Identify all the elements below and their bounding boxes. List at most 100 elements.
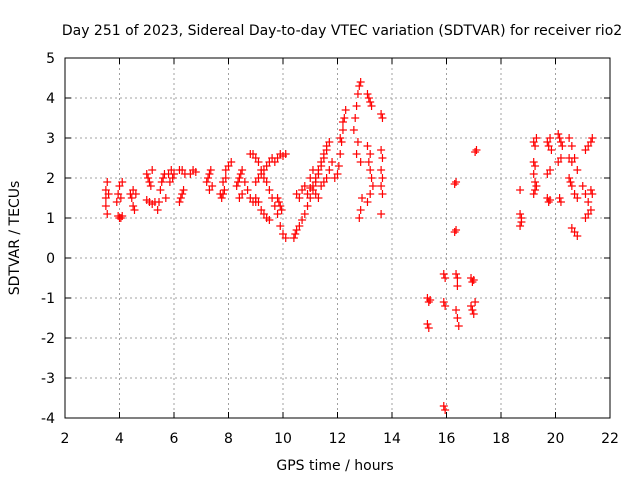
data-point xyxy=(281,234,290,242)
data-point xyxy=(439,270,448,278)
data-point xyxy=(118,212,127,220)
data-point xyxy=(289,234,298,242)
data-point xyxy=(546,134,555,142)
data-point xyxy=(356,158,365,166)
data-point xyxy=(273,194,282,202)
data-point xyxy=(366,166,375,174)
data-point xyxy=(333,170,342,178)
data-point xyxy=(338,126,347,134)
data-point xyxy=(314,194,323,202)
data-point xyxy=(303,202,312,210)
data-point xyxy=(567,182,576,190)
data-point xyxy=(161,194,170,202)
data-point xyxy=(235,174,244,182)
data-point xyxy=(556,198,565,206)
data-point xyxy=(351,114,360,122)
data-point xyxy=(127,194,136,202)
data-point xyxy=(516,210,525,218)
data-point xyxy=(353,138,362,146)
data-point xyxy=(555,194,564,202)
data-point xyxy=(300,182,309,190)
data-point xyxy=(450,180,459,188)
y-tick-label: 3 xyxy=(46,131,55,147)
x-axis-label: GPS time / hours xyxy=(276,458,393,474)
x-tick-labels: 2 4 6 8 10 12 14 16 18 20 22 xyxy=(61,431,619,447)
data-point xyxy=(153,206,162,214)
data-point xyxy=(364,94,373,102)
data-point xyxy=(566,178,575,186)
data-point xyxy=(116,194,125,202)
data-point xyxy=(424,324,433,332)
data-point xyxy=(265,216,274,224)
y-tick-label: -1 xyxy=(41,291,55,307)
data-point xyxy=(366,150,375,158)
data-point xyxy=(368,182,377,190)
data-point xyxy=(531,178,540,186)
data-point xyxy=(276,222,285,230)
data-point xyxy=(144,174,153,182)
data-point xyxy=(319,150,328,158)
x-tick-label: 12 xyxy=(329,431,347,447)
data-point xyxy=(468,306,477,314)
data-point xyxy=(308,182,317,190)
data-point xyxy=(452,306,461,314)
data-point xyxy=(516,186,525,194)
data-point xyxy=(341,106,350,114)
data-point xyxy=(298,216,307,224)
data-point xyxy=(554,130,563,138)
y-tick-label: 1 xyxy=(46,211,55,227)
data-point xyxy=(236,170,245,178)
data-point xyxy=(262,178,271,186)
data-point xyxy=(453,274,462,282)
data-point xyxy=(565,174,574,182)
y-tick-label: 5 xyxy=(46,51,55,67)
x-tick-label: 18 xyxy=(492,431,510,447)
data-point xyxy=(156,186,165,194)
data-point xyxy=(234,178,243,186)
data-point xyxy=(300,210,309,218)
data-point xyxy=(295,222,304,230)
data-point xyxy=(276,202,285,210)
data-point xyxy=(578,182,587,190)
data-point xyxy=(116,214,125,222)
data-point xyxy=(567,142,576,150)
data-point xyxy=(544,198,553,206)
data-point xyxy=(352,102,361,110)
data-point xyxy=(588,190,597,198)
y-tick-label: -2 xyxy=(41,331,55,347)
data-point xyxy=(453,282,462,290)
data-point xyxy=(322,174,331,182)
data-point xyxy=(556,154,565,162)
data-point xyxy=(238,166,247,174)
data-point xyxy=(556,138,565,146)
data-point xyxy=(358,194,367,202)
data-point xyxy=(340,114,349,122)
data-point xyxy=(558,142,567,150)
data-point xyxy=(243,186,252,194)
data-point xyxy=(529,170,538,178)
data-point xyxy=(567,158,576,166)
x-tick-label: 14 xyxy=(383,431,401,447)
data-point xyxy=(175,198,184,206)
x-tick-label: 6 xyxy=(170,431,179,447)
data-point xyxy=(529,190,538,198)
data-point xyxy=(546,166,555,174)
data-point xyxy=(130,206,139,214)
data-point xyxy=(586,138,595,146)
x-tick-label: 4 xyxy=(115,431,124,447)
data-point xyxy=(176,194,185,202)
data-point xyxy=(377,182,386,190)
data-point xyxy=(101,202,110,210)
data-point xyxy=(179,186,188,194)
data-point xyxy=(532,182,541,190)
data-point xyxy=(356,206,365,214)
data-point xyxy=(367,174,376,182)
data-point xyxy=(531,162,540,170)
x-tick-label: 2 xyxy=(61,431,70,447)
data-point xyxy=(112,198,121,206)
data-points xyxy=(101,78,597,414)
data-point xyxy=(325,166,334,174)
